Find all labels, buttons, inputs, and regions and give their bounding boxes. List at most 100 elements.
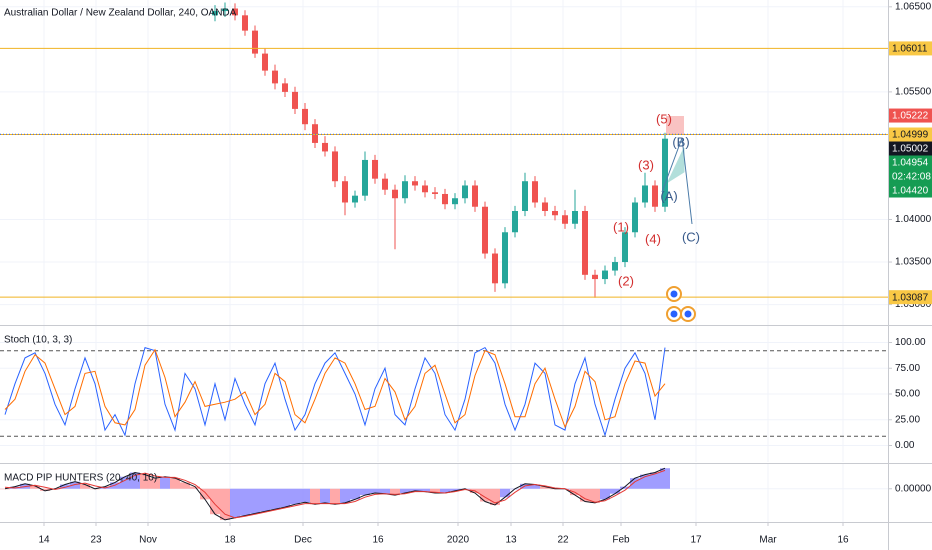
candle-body bbox=[472, 185, 478, 207]
candle-body bbox=[282, 83, 288, 92]
histogram-bar bbox=[590, 488, 600, 503]
x-tick-label: Dec bbox=[294, 535, 312, 546]
candle-body bbox=[332, 151, 338, 182]
wave-label: (4) bbox=[645, 231, 661, 246]
histogram-bar bbox=[610, 488, 620, 494]
histogram-bar bbox=[650, 472, 660, 489]
candle-body bbox=[572, 210, 578, 224]
y-tick-label: 1.03000 bbox=[895, 299, 932, 310]
wave-label: (2) bbox=[618, 273, 634, 288]
histogram-bar bbox=[410, 488, 420, 491]
x-tick-label: Nov bbox=[139, 535, 157, 546]
x-tick-label: 17 bbox=[690, 535, 702, 546]
histogram-bar bbox=[400, 488, 410, 493]
histogram-bar bbox=[390, 488, 400, 496]
histogram-bar bbox=[540, 486, 550, 489]
wave-label: (B) bbox=[672, 134, 689, 149]
y-tick-label: 1.05500 bbox=[895, 87, 932, 98]
series-line bbox=[4, 467, 666, 521]
countdown-label: 02:42:08 bbox=[892, 172, 931, 183]
y-tick-label: 1.03500 bbox=[895, 257, 932, 268]
candle-body bbox=[412, 181, 418, 186]
event-icon-dot bbox=[684, 310, 692, 318]
histogram-bar bbox=[60, 484, 70, 489]
projection-line bbox=[661, 137, 693, 225]
candle-body bbox=[322, 142, 328, 152]
y-tick-label: 1.04000 bbox=[895, 214, 932, 225]
histogram-bar bbox=[370, 488, 380, 493]
candle-body bbox=[452, 198, 458, 205]
histogram-bar bbox=[580, 488, 590, 502]
x-tick-label: 13 bbox=[505, 535, 517, 546]
series-line bbox=[4, 346, 666, 437]
x-tick-label: 16 bbox=[372, 535, 384, 546]
price-badge-label: 1.05002 bbox=[892, 144, 929, 155]
histogram-bar bbox=[270, 488, 280, 510]
wave-label: (5) bbox=[656, 111, 672, 126]
candle-body bbox=[362, 159, 368, 196]
histogram-bar bbox=[0, 488, 10, 490]
candle-body bbox=[222, 8, 228, 12]
x-tick-label: 22 bbox=[557, 535, 569, 546]
histogram-bar bbox=[630, 478, 640, 489]
candle-body bbox=[652, 185, 658, 207]
histogram-bar bbox=[40, 488, 50, 491]
wave-label: (A) bbox=[660, 188, 677, 203]
price-badge-label: 1.04954 bbox=[892, 158, 929, 169]
histogram-bar bbox=[170, 478, 180, 489]
histogram-bar bbox=[620, 486, 630, 489]
candle-body bbox=[372, 159, 378, 179]
y-tick-label: 75.00 bbox=[895, 363, 920, 374]
event-icon-dot bbox=[670, 310, 678, 318]
histogram-bar bbox=[200, 488, 210, 500]
candle-body bbox=[512, 210, 518, 233]
candle-body bbox=[592, 274, 598, 280]
price-badge-label: 1.04999 bbox=[892, 130, 929, 141]
candle-body bbox=[212, 11, 218, 16]
candle-body bbox=[422, 185, 428, 193]
histogram-bar bbox=[480, 488, 490, 502]
stoch-pane bbox=[0, 326, 888, 462]
indicator-title: Stoch (10, 3, 3) bbox=[4, 335, 72, 346]
histogram-bar bbox=[280, 488, 290, 508]
candle-body bbox=[552, 210, 558, 216]
candle-body bbox=[252, 30, 258, 54]
candle-body bbox=[622, 232, 628, 263]
candle-body bbox=[302, 108, 308, 125]
y-tick-label: 0.00000 bbox=[895, 483, 932, 494]
x-tick-label: 23 bbox=[90, 535, 102, 546]
x-tick-label: 14 bbox=[38, 535, 50, 546]
histogram-bar bbox=[290, 488, 300, 505]
histogram-bar bbox=[420, 488, 430, 492]
histogram-bar bbox=[330, 488, 340, 505]
wave-label: (C) bbox=[682, 229, 700, 244]
histogram-bar bbox=[360, 488, 370, 496]
candle-body bbox=[502, 232, 508, 284]
price-badge bbox=[889, 41, 932, 56]
price-badge bbox=[889, 127, 932, 142]
histogram-bar bbox=[450, 488, 460, 491]
candle-body bbox=[532, 181, 538, 203]
candle-body bbox=[542, 202, 548, 211]
price-badge bbox=[889, 155, 932, 184]
candle-body bbox=[612, 262, 618, 271]
candle-body bbox=[392, 189, 398, 199]
histogram-bar bbox=[80, 484, 90, 489]
x-tick-label: Feb bbox=[612, 535, 630, 546]
x-tick-label: Mar bbox=[759, 535, 777, 546]
candle-body bbox=[402, 181, 408, 199]
histogram-bar bbox=[440, 488, 450, 493]
histogram-bar bbox=[240, 488, 250, 516]
histogram-bar bbox=[490, 488, 500, 506]
chart-title: Australian Dollar / New Zealand Dollar, … bbox=[4, 8, 237, 19]
price-badge bbox=[889, 183, 932, 198]
candle-body bbox=[492, 253, 498, 284]
y-tick-label: 50.00 bbox=[895, 389, 920, 400]
price-badge-label: 1.03087 bbox=[892, 292, 929, 303]
histogram-bar bbox=[70, 481, 80, 489]
candle-body bbox=[632, 202, 638, 233]
histogram-bar bbox=[260, 488, 270, 512]
candle-body bbox=[292, 91, 298, 109]
